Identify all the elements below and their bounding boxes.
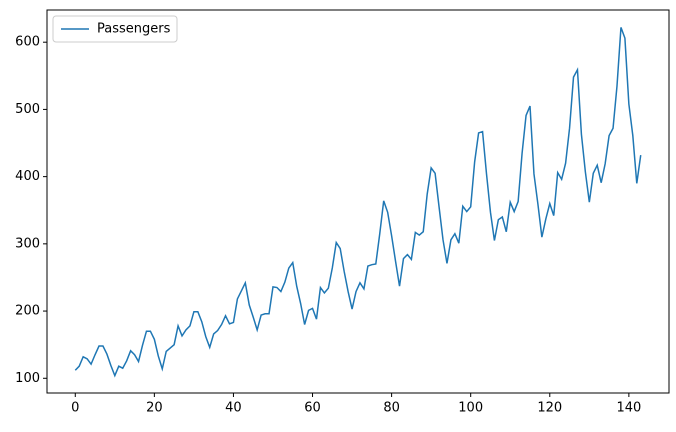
y-tick-label: 300 [15, 236, 40, 251]
y-tick-label: 200 [15, 304, 40, 319]
x-tick-label: 20 [146, 401, 163, 416]
axes-frame [46, 9, 670, 394]
y-tick-label: 600 [15, 35, 40, 50]
x-tick-label: 100 [458, 401, 483, 416]
x-tick-label: 40 [225, 401, 242, 416]
x-tick-label: 80 [383, 401, 400, 416]
x-tick-label: 120 [537, 401, 562, 416]
legend-label: Passengers [97, 22, 171, 37]
legend-box [52, 15, 178, 43]
x-tick-label: 60 [304, 401, 321, 416]
y-tick-label: 400 [15, 169, 40, 184]
x-tick-label: 140 [616, 401, 641, 416]
y-tick-label: 500 [15, 102, 40, 117]
x-tick-label: 0 [71, 401, 79, 416]
y-tick-label: 100 [15, 371, 40, 386]
line-series [74, 27, 642, 378]
